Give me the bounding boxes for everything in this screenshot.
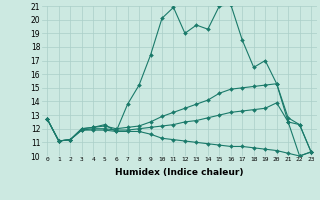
- X-axis label: Humidex (Indice chaleur): Humidex (Indice chaleur): [115, 168, 244, 177]
